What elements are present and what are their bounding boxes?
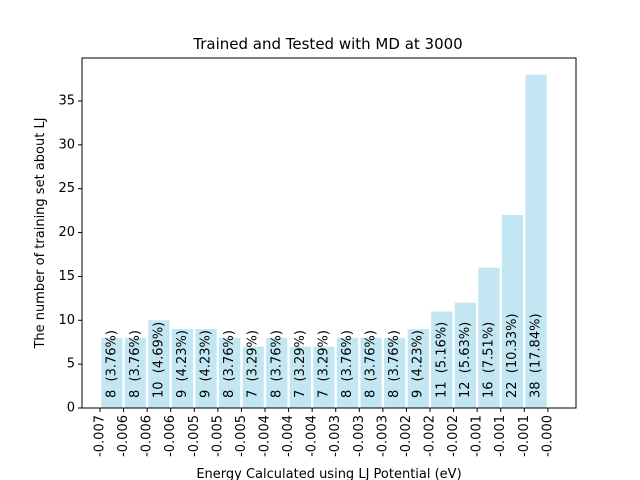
chart-title: Trained and Tested with MD at 3000 — [192, 35, 462, 53]
x-tick-label: -0.006 — [163, 415, 178, 457]
y-tick-label: 0 — [67, 401, 75, 416]
bar — [313, 346, 335, 408]
x-tick-label: -0.003 — [352, 415, 367, 457]
y-tick-label: 30 — [58, 137, 75, 152]
value-label: 9 (4.23%) — [175, 330, 190, 398]
value-label: 7 (3.29%) — [293, 330, 308, 398]
bar — [219, 337, 241, 408]
x-tick-label: -0.002 — [446, 415, 461, 457]
y-tick-label: 10 — [58, 313, 75, 328]
bar — [266, 337, 288, 408]
value-label: 9 (4.23%) — [411, 330, 426, 398]
y-tick-label: 25 — [58, 181, 75, 196]
y-tick-label: 35 — [58, 93, 75, 108]
bar — [431, 311, 453, 408]
bar — [384, 337, 406, 408]
value-label: 7 (3.29%) — [246, 330, 261, 398]
value-label: 8 (3.76%) — [340, 330, 355, 398]
bar — [101, 337, 123, 408]
bar — [148, 320, 170, 408]
plot-frame — [81, 57, 577, 409]
value-label: 8 (3.76%) — [222, 330, 237, 398]
bar — [289, 346, 311, 408]
bar — [525, 74, 547, 409]
x-tick-label: -0.002 — [423, 415, 438, 457]
value-label: 8 (3.76%) — [387, 330, 402, 398]
bar — [124, 337, 146, 408]
bar — [242, 346, 264, 408]
x-tick-label: -0.005 — [187, 415, 202, 457]
value-label: 22 (10.33%) — [505, 313, 520, 398]
x-tick-label: -0.001 — [493, 415, 508, 457]
value-label: 16 (7.51%) — [481, 322, 496, 398]
y-tick-label: 15 — [58, 269, 75, 284]
bar — [336, 337, 359, 408]
x-tick-label: -0.004 — [305, 415, 320, 457]
bar — [501, 215, 524, 408]
value-label: 8 (3.76%) — [128, 330, 143, 398]
y-axis-label: The number of training set about LJ — [33, 117, 48, 349]
x-tick-label: -0.004 — [258, 415, 273, 457]
x-tick-label: -0.005 — [234, 415, 249, 457]
bar — [195, 329, 217, 408]
value-label: 11 (5.16%) — [434, 322, 449, 398]
x-tick-label: -0.005 — [210, 415, 225, 457]
bar — [478, 267, 500, 408]
value-label: 8 (3.76%) — [364, 330, 379, 398]
x-tick-label: -0.001 — [517, 415, 532, 457]
bar — [171, 329, 194, 408]
x-tick-label: -0.007 — [92, 415, 107, 457]
value-label: 8 (3.76%) — [269, 330, 284, 398]
y-tick-label: 5 — [67, 357, 75, 372]
x-tick-label: -0.000 — [540, 415, 555, 457]
x-tick-label: -0.006 — [140, 415, 155, 457]
value-label: 38 (17.84%) — [529, 313, 544, 398]
x-tick-label: -0.006 — [116, 415, 131, 457]
x-tick-label: -0.004 — [281, 415, 296, 457]
x-tick-label: -0.002 — [399, 415, 414, 457]
x-axis-label: Energy Calculated using LJ Potential (eV… — [196, 467, 461, 480]
value-label: 10 (4.69%) — [151, 322, 166, 398]
value-label: 7 (3.29%) — [316, 330, 331, 398]
bar — [360, 337, 382, 408]
value-label: 8 (3.76%) — [104, 330, 119, 398]
x-tick-label: -0.003 — [375, 415, 390, 457]
value-label: 9 (4.23%) — [199, 330, 214, 398]
y-tick-label: 20 — [58, 225, 75, 240]
bar — [407, 329, 429, 408]
bar — [454, 302, 476, 408]
value-label: 12 (5.63%) — [458, 322, 473, 398]
x-tick-label: -0.001 — [470, 415, 485, 457]
x-tick-label: -0.003 — [328, 415, 343, 457]
